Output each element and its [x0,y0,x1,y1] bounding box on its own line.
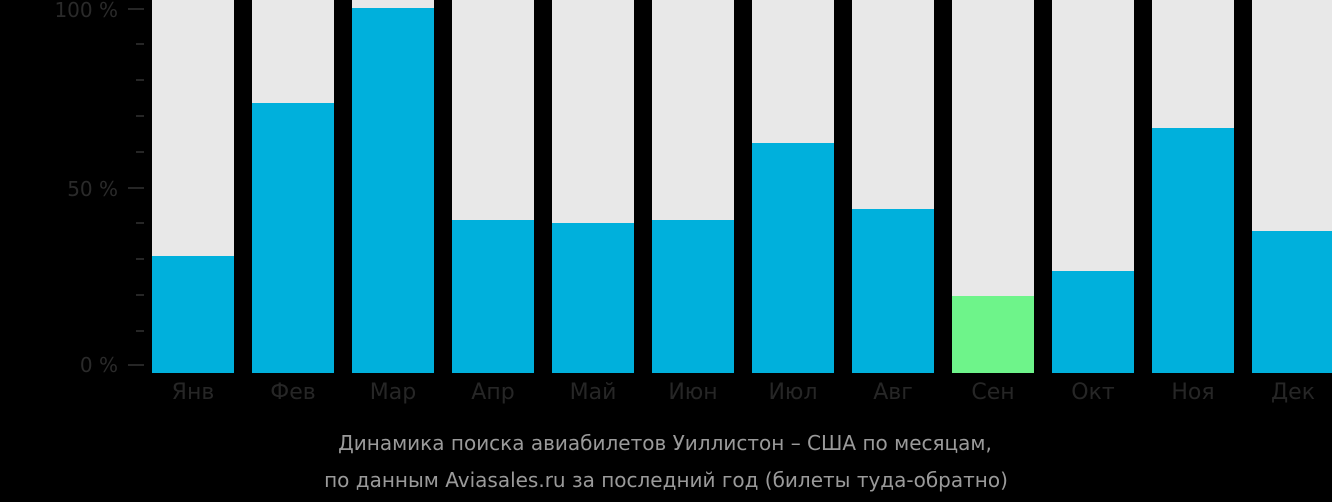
chart-title: Динамика поиска авиабилетов Уиллистон – … [338,431,992,455]
bar-fill [452,220,534,373]
bar-fill [552,223,634,373]
bar-fill [652,220,734,373]
x-tick-label: Ноя [1171,380,1215,405]
x-tick-label: Фев [270,380,316,405]
x-tick-label: Авг [873,380,913,405]
y-tick-minor [136,294,144,296]
bar-7 [752,0,834,373]
bar-fill [952,296,1034,373]
y-tick-label-0: 0 % [79,353,118,377]
y-tick-minor [136,79,144,81]
x-tick-label: Июл [768,380,818,405]
bar-3 [352,0,434,373]
x-tick-label: Сен [971,380,1015,405]
bar-12 [1252,0,1332,373]
bar-2 [252,0,334,373]
y-tick-minor [136,330,144,332]
x-tick-label: Апр [471,380,515,405]
bar-fill [1052,271,1134,373]
y-tick-0 [128,364,144,366]
bar-fill [252,103,334,373]
x-tick-label: Июн [668,380,718,405]
bar-fill [1152,128,1234,373]
bar-fill [752,143,834,373]
bar-8 [852,0,934,373]
x-tick-label: Окт [1071,380,1115,405]
y-tick-minor [136,43,144,45]
bar-4 [452,0,534,373]
bar-fill [852,209,934,373]
y-tick-label-100: 100 % [54,0,118,22]
chart-subtitle: по данным Aviasales.ru за последний год … [324,468,1008,492]
y-tick-50 [128,187,144,189]
bar-1 [152,0,234,373]
y-tick-minor [136,151,144,153]
y-tick-minor [136,222,144,224]
x-tick-label: Дек [1270,380,1315,405]
bar-fill [152,256,234,373]
y-tick-minor [136,258,144,260]
x-tick-label: Май [569,380,617,405]
bar-6 [652,0,734,373]
bar-9 [952,0,1034,373]
y-tick-100 [128,8,144,10]
x-tick-label: Янв [171,380,215,405]
bar-5 [552,0,634,373]
bar-11 [1152,0,1234,373]
y-tick-minor [136,115,144,117]
bar-10 [1052,0,1134,373]
bar-fill [1252,231,1332,373]
y-tick-label-50: 50 % [67,177,118,201]
x-tick-label: Мар [369,380,417,405]
bar-fill [352,8,434,373]
